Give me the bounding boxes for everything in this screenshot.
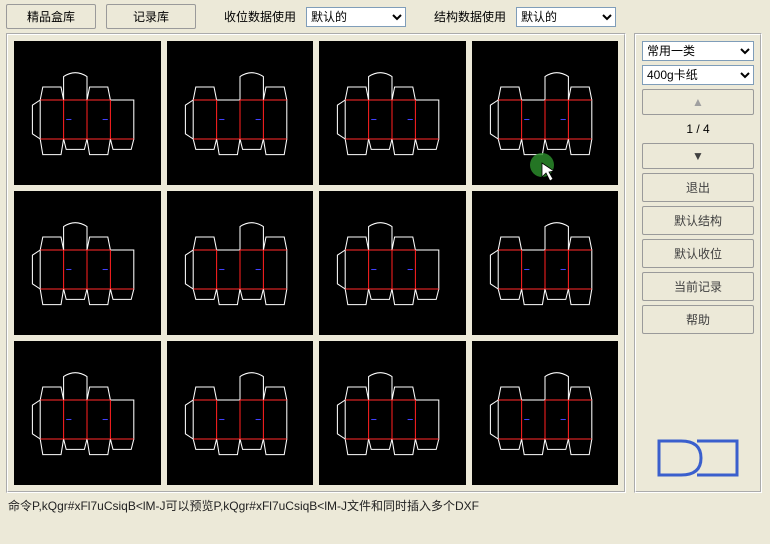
structure-data-label: 结构数据使用	[434, 8, 506, 25]
template-thumb[interactable]	[14, 191, 161, 335]
default-structure-button[interactable]: 默认结构	[642, 206, 754, 235]
template-thumb[interactable]	[319, 341, 466, 485]
page-indicator: 1 / 4	[642, 119, 754, 139]
template-thumb[interactable]	[472, 191, 619, 335]
default-yield-button[interactable]: 默认收位	[642, 239, 754, 268]
brand-logo	[642, 435, 754, 485]
yield-data-select[interactable]: 默认的	[306, 7, 406, 27]
side-panel: 常用一类 400g卡纸 ▲ 1 / 4 ▼ 退出 默认结构 默认收位 当前记录 …	[634, 33, 762, 493]
template-thumb[interactable]	[319, 191, 466, 335]
page-down-button[interactable]: ▼	[642, 143, 754, 169]
template-thumb[interactable]	[472, 341, 619, 485]
structure-data-select[interactable]: 默认的	[516, 7, 616, 27]
template-thumb[interactable]	[167, 341, 314, 485]
help-button[interactable]: 帮助	[642, 305, 754, 334]
template-thumb[interactable]	[14, 41, 161, 185]
template-thumb[interactable]	[14, 341, 161, 485]
template-thumb[interactable]	[167, 41, 314, 185]
template-grid	[6, 33, 626, 493]
page-up-button[interactable]: ▲	[642, 89, 754, 115]
template-thumb[interactable]	[319, 41, 466, 185]
record-library-button[interactable]: 记录库	[106, 4, 196, 29]
current-record-button[interactable]: 当前记录	[642, 272, 754, 301]
category-select[interactable]: 常用一类	[642, 41, 754, 61]
boutique-library-button[interactable]: 精品盒库	[6, 4, 96, 29]
yield-data-label: 收位数据使用	[224, 8, 296, 25]
template-thumb[interactable]	[472, 41, 619, 185]
material-select[interactable]: 400g卡纸	[642, 65, 754, 85]
status-bar: 命令P,kQgr#xFl7uCsiqB<lM-J可以预览P,kQgr#xFl7u…	[0, 493, 770, 518]
template-thumb[interactable]	[167, 191, 314, 335]
top-toolbar: 精品盒库 记录库 收位数据使用 默认的 结构数据使用 默认的	[0, 0, 770, 33]
exit-button[interactable]: 退出	[642, 173, 754, 202]
